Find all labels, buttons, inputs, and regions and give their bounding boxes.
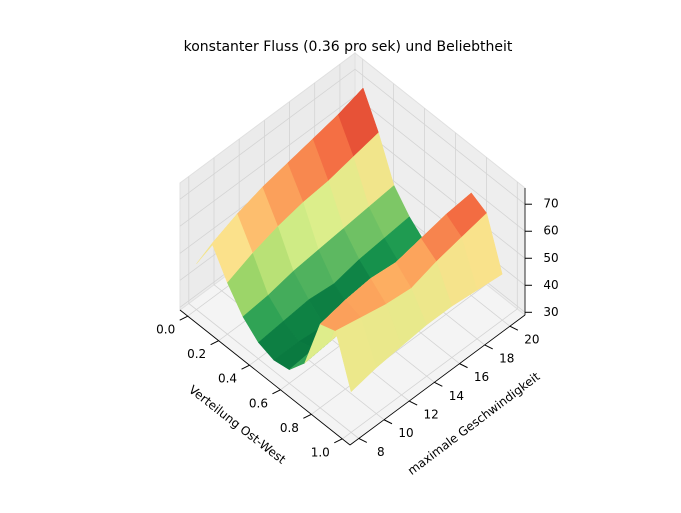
- tick-mark: [408, 400, 418, 406]
- grid-line: [179, 68, 526, 205]
- x-tick-label: 0.2: [187, 347, 206, 361]
- tick-mark: [179, 315, 188, 321]
- y-axis: [349, 314, 526, 446]
- y-tick-label: 20: [524, 333, 539, 347]
- tick-mark: [303, 413, 312, 419]
- x-tick-label: 0.4: [218, 372, 237, 386]
- tick-mark: [383, 419, 393, 425]
- tick-mark: [484, 344, 493, 350]
- grid-line: [342, 181, 518, 440]
- z-tick-label: 70: [543, 197, 558, 211]
- grid-line: [179, 95, 526, 232]
- tick-mark: [272, 389, 281, 395]
- x-axis-label: Verteilung Ost-West: [186, 383, 288, 467]
- x-tick-label: 0.8: [280, 421, 299, 435]
- z-tick-label: 40: [543, 278, 558, 292]
- grid-line: [213, 157, 385, 421]
- tick-mark: [241, 364, 250, 370]
- x-axis: [179, 309, 351, 446]
- tick-mark: [334, 438, 343, 444]
- tick-mark: [434, 381, 443, 387]
- tick-mark: [509, 325, 519, 331]
- y-tick-label: 12: [424, 408, 439, 422]
- chart-title: konstanter Fluss (0.36 pro sek) und Beli…: [184, 39, 513, 55]
- z-tick-label: 60: [543, 224, 558, 238]
- y-tick-label: 8: [377, 445, 385, 459]
- z-tick-label: 30: [543, 305, 558, 319]
- x-tick-label: 0.0: [156, 323, 175, 337]
- grid-line: [188, 176, 360, 439]
- z-tick-label: 50: [543, 251, 558, 265]
- y-tick-label: 10: [398, 426, 413, 440]
- surface-patch: [335, 317, 377, 393]
- x-tick-label: 1.0: [311, 445, 330, 459]
- y-tick-label: 16: [474, 370, 489, 384]
- tick-mark: [210, 340, 219, 346]
- y-tick-label: 18: [499, 351, 514, 365]
- y-tick-label: 14: [449, 389, 464, 403]
- tick-mark: [358, 438, 368, 443]
- x-tick-label: 0.6: [249, 396, 268, 410]
- tick-mark: [459, 363, 468, 369]
